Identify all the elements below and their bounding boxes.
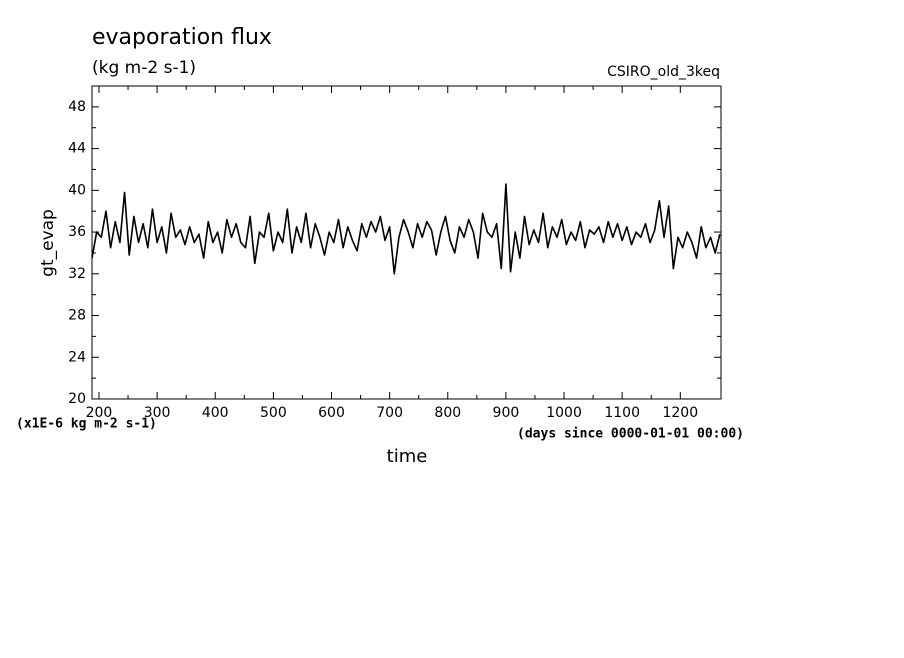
y-tick-label: 28 (68, 308, 86, 324)
x-tick-label: 700 (376, 405, 403, 421)
y-tick-label: 44 (68, 141, 86, 157)
y-unit-note: (x1E-6 kg m-2 s-1) (16, 417, 157, 432)
x-tick-label: 1200 (662, 405, 698, 421)
x-tick-label: 900 (493, 405, 520, 421)
chart-subtitle: (kg m-2 s-1) (92, 58, 196, 78)
y-tick-label: 32 (68, 266, 86, 282)
y-tick-label: 40 (68, 182, 86, 198)
x-tick-label: 200 (86, 405, 113, 421)
x-tick-label: 500 (260, 405, 287, 421)
x-tick-label: 600 (318, 405, 345, 421)
x-tick-label: 400 (202, 405, 229, 421)
chart-title: evaporation flux (92, 25, 272, 50)
y-tick-label: 24 (68, 349, 86, 365)
x-axis-label: time (387, 446, 428, 467)
y-tick-label: 48 (68, 99, 86, 115)
y-tick-label: 36 (68, 224, 86, 240)
y-axis-label: gt_evap (38, 209, 58, 277)
x-tick-label: 1000 (546, 405, 582, 421)
annotation: CSIRO_old_3keq (607, 64, 720, 80)
x-tick-label: 800 (434, 405, 461, 421)
x-tick-label: 1100 (604, 405, 640, 421)
y-tick-label: 20 (68, 391, 86, 407)
x-unit-note: (days since 0000-01-01 00:00) (517, 427, 744, 442)
data-line (91, 183, 721, 275)
x-tick-label: 300 (144, 405, 171, 421)
plot-frame (91, 85, 722, 400)
